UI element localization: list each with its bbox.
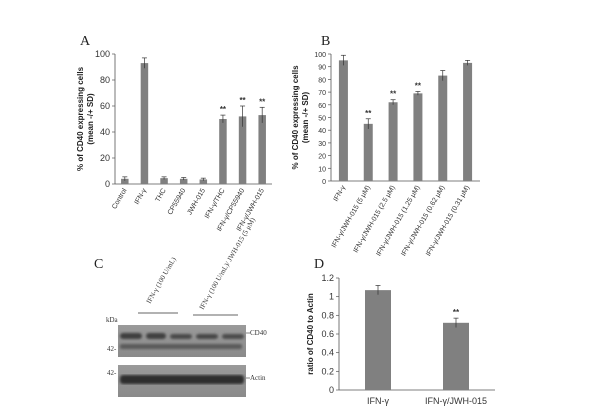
bar: [338, 60, 348, 181]
panel-letter-c: C: [94, 257, 103, 272]
y-axis-title: (mean -/+ SD): [301, 91, 310, 143]
lane-label-ifn: IFN-γ (100 U/mL): [145, 255, 178, 305]
x-tick-label: IFN-γ/JWH-015: [425, 396, 487, 406]
significance-marker: **: [390, 90, 397, 99]
x-tick-label: IFN-γ/JWH-015 (0.31 μM): [425, 185, 471, 258]
y-tick-label: 1: [329, 292, 334, 302]
panel-letter-b: B: [321, 34, 330, 49]
cd40-blot: [118, 325, 246, 357]
bar: [140, 63, 149, 184]
x-tick-label: JWH-015: [186, 187, 207, 216]
significance-marker: **: [453, 308, 460, 317]
significance-marker: **: [415, 81, 422, 90]
cd40-bands: [120, 333, 244, 349]
y-axis-title: % of CD40 expressing cells: [291, 65, 300, 170]
y-tick-label: 20: [318, 154, 326, 161]
panel-letter-d: D: [314, 257, 324, 272]
y-axis-title: ratio of CD40 to Actin: [306, 293, 315, 375]
bar: [179, 178, 188, 184]
marker-42-lower: 42-: [107, 369, 117, 377]
bar: [238, 116, 247, 184]
y-tick-label: 80: [318, 77, 326, 84]
y-tick-label: 0.2: [321, 366, 334, 376]
chart-panel-d: 0 0.2 0.4 0.6 0.8 1 1.2 ratio of CD40 to Actin I…: [306, 273, 495, 406]
y-tick-label: 50: [318, 116, 326, 123]
y-tick-label: 0.4: [321, 348, 334, 358]
y-tick-label: 30: [318, 141, 326, 148]
bar: [258, 115, 266, 184]
y-tick-label: 60: [318, 103, 326, 110]
y-axis-title: (mean -/+ SD): [86, 93, 95, 145]
x-tick-label: IFN-γ/JWH-015 (0.62 μM): [400, 185, 446, 258]
actin-band-label: Actin: [250, 374, 266, 382]
x-tick-label: Control: [111, 187, 129, 210]
y-tick-label: 80: [100, 75, 110, 85]
x-tick-label: IFN-γ: [367, 396, 389, 406]
kda-label: kDa: [106, 316, 119, 324]
bar: [388, 102, 398, 181]
cd40-band-label: CD40: [250, 329, 267, 337]
y-tick-label: 0.8: [321, 310, 334, 320]
bar: [363, 123, 373, 181]
bar: [463, 62, 473, 181]
y-tick-label: 0: [329, 385, 334, 395]
bar: [219, 119, 227, 184]
y-tick-label: 40: [100, 127, 110, 137]
bar: [160, 178, 168, 184]
y-tick-label: 70: [318, 90, 326, 97]
chart-panel-a: 0 20 40 60 80 100 % of CD40 expressing cells (m…: [76, 49, 272, 233]
panel-letter-a: A: [80, 34, 91, 49]
chart-panel-b: 0 10 20 30 40 50 60 70 80 90 100 % of CD40 expressi…: [291, 52, 480, 258]
y-axis-title: % of CD40 expressing cells: [76, 66, 85, 171]
y-tick-label: 60: [100, 101, 110, 111]
bar: [438, 75, 448, 181]
significance-marker: **: [220, 105, 227, 114]
significance-marker: **: [239, 96, 246, 105]
x-tick-label: IFN-γ: [134, 187, 149, 206]
bar: [443, 322, 469, 390]
marker-42-upper: 42-: [107, 345, 117, 353]
y-tick-label: 0: [322, 179, 326, 186]
bar: [121, 178, 129, 184]
y-tick-label: 90: [318, 65, 326, 72]
x-tick-label: IFN-γ: [333, 184, 348, 203]
bar: [199, 179, 208, 184]
significance-marker: **: [365, 109, 372, 118]
western-blot-panel-c: IFN-γ (100 U/mL) IFN-γ (100 U/mL)/ JWH-0…: [106, 216, 267, 397]
x-tick-label: IFN-γ/JWH-015 (1.25 μM): [375, 185, 421, 258]
lane-label-ifn-jwh: IFN-γ (100 U/mL)/ JWH-015 (5 μM): [198, 216, 258, 311]
y-tick-label: 0.6: [321, 329, 334, 339]
bar: [413, 93, 423, 181]
y-tick-label: 0: [105, 179, 110, 189]
y-tick-label: 10: [318, 166, 326, 173]
bar: [365, 290, 391, 390]
actin-bands: [120, 375, 244, 384]
y-tick-label: 100: [314, 52, 326, 59]
y-tick-label: 40: [318, 128, 326, 135]
significance-marker: **: [259, 97, 266, 106]
y-tick-label: 100: [95, 49, 110, 59]
x-tick-label: THC: [155, 188, 168, 204]
y-tick-label: 20: [100, 153, 110, 163]
x-tick-label: CP55940: [167, 187, 188, 216]
y-tick-label: 1.2: [321, 273, 334, 283]
